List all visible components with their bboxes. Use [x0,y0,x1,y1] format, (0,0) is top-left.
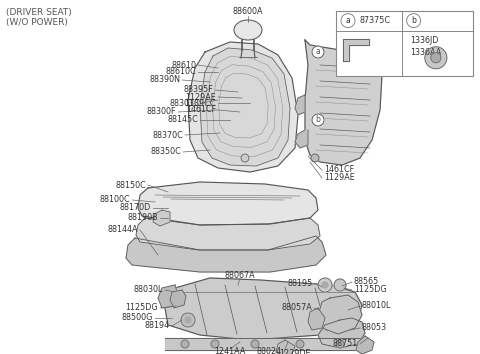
Circle shape [407,13,420,28]
Polygon shape [295,130,308,148]
Polygon shape [276,340,295,354]
Text: 88300F: 88300F [146,108,176,116]
Text: 88395F: 88395F [183,86,213,95]
Text: 88390N: 88390N [362,34,393,42]
Text: 88751: 88751 [333,339,358,348]
Polygon shape [136,218,320,250]
Text: (DRIVER SEAT): (DRIVER SEAT) [6,8,72,17]
Circle shape [181,313,195,327]
Circle shape [341,13,355,28]
Circle shape [318,278,332,292]
Polygon shape [356,336,374,354]
Text: 88150C: 88150C [115,181,146,189]
Polygon shape [318,318,365,348]
Polygon shape [305,40,382,165]
Polygon shape [343,39,369,61]
Text: 1129AE: 1129AE [324,173,355,183]
Text: 88390N: 88390N [149,75,180,85]
Text: 88301C: 88301C [169,98,200,108]
Circle shape [336,340,344,348]
Polygon shape [165,278,362,340]
Text: b: b [315,115,321,125]
Text: b: b [411,16,416,25]
Text: 1241AA: 1241AA [214,348,246,354]
Text: 87375C: 87375C [360,16,391,25]
Text: 88350C: 88350C [150,148,181,156]
Text: 88100C: 88100C [99,195,130,205]
Bar [165,338,365,350]
Text: 1125DG: 1125DG [354,285,386,295]
Text: 88610: 88610 [171,61,196,69]
Text: 88145C: 88145C [167,115,198,125]
Polygon shape [158,285,178,308]
Text: 88500G: 88500G [121,314,153,322]
Text: 1461CF: 1461CF [324,166,354,175]
Circle shape [334,279,346,291]
Circle shape [251,340,259,348]
Text: a: a [316,47,320,57]
Text: 88024: 88024 [257,348,282,354]
Polygon shape [188,42,298,172]
Text: 88600A: 88600A [233,7,263,17]
Polygon shape [170,290,186,308]
Text: 88144A: 88144A [108,225,138,234]
Polygon shape [126,236,326,272]
Text: 88057A: 88057A [281,303,312,313]
Text: 88565: 88565 [354,278,379,286]
Text: 88610C: 88610C [166,68,196,76]
Text: 1461CF: 1461CF [186,105,216,114]
Text: 88053: 88053 [362,324,387,332]
Text: 88010L: 88010L [362,302,391,310]
Text: 1339CC: 1339CC [185,98,216,108]
Text: 1336AA: 1336AA [409,48,441,57]
Text: 88370C: 88370C [152,131,183,139]
Circle shape [181,340,189,348]
Polygon shape [200,48,290,166]
Polygon shape [153,210,170,226]
Text: 88190B: 88190B [127,213,158,223]
Text: 1129AE: 1129AE [185,92,216,102]
Polygon shape [308,308,325,330]
Text: 1229DE: 1229DE [279,349,311,354]
Bar [336,11,473,76]
Text: 88194: 88194 [145,321,170,331]
Text: 88170D: 88170D [120,204,151,212]
Ellipse shape [234,20,262,40]
Circle shape [296,340,304,348]
Text: 88030L: 88030L [133,285,163,295]
Text: 88195: 88195 [288,279,313,287]
Text: 88067A: 88067A [225,270,255,280]
Circle shape [185,317,191,323]
Circle shape [425,47,447,69]
Circle shape [241,154,249,162]
Circle shape [431,53,441,63]
Circle shape [312,114,324,126]
Text: a: a [346,16,350,25]
Text: (W/O POWER): (W/O POWER) [6,18,68,27]
Circle shape [322,282,328,288]
Polygon shape [138,182,318,225]
Text: 1336JD: 1336JD [409,36,438,45]
Text: 1125DG: 1125DG [125,303,158,313]
Polygon shape [295,95,305,115]
Polygon shape [318,295,362,334]
Circle shape [311,154,319,162]
Circle shape [211,340,219,348]
Circle shape [312,46,324,58]
